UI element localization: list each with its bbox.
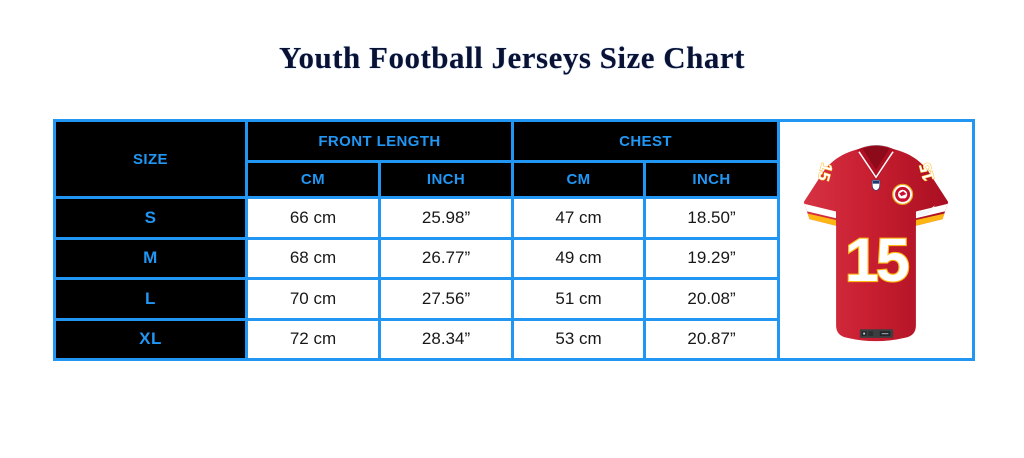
nike-swoosh-icon: [917, 205, 935, 216]
chest-cm-cell: 51 cm: [511, 277, 647, 321]
column-header-front-inch: INCH: [377, 160, 515, 199]
column-header-front-length: FRONT LENGTH: [244, 119, 515, 163]
column-header-front-cm: CM: [245, 160, 381, 199]
front-inch-cell: 27.56”: [377, 277, 515, 321]
column-header-size: SIZE: [53, 119, 248, 199]
chest-inch-cell: 19.29”: [643, 236, 781, 280]
table-header-row-units: CM INCH CM INCH: [55, 160, 781, 199]
nfl-shield-icon: [871, 179, 881, 191]
chiefs-patch-icon: [892, 183, 914, 205]
chest-inch-cell: 18.50”: [643, 196, 781, 240]
size-table: SIZE FRONT LENGTH CHEST CM INCH CM INCH …: [53, 119, 781, 361]
shoulder-number-left: 15: [814, 161, 836, 183]
table-row-s: S 66 cm 25.98” 47 cm 18.50”: [53, 196, 781, 240]
chest-inch-cell: 20.08”: [643, 277, 781, 321]
page-title: Youth Football Jerseys Size Chart: [279, 40, 745, 75]
chest-cm-cell: 53 cm: [511, 317, 647, 361]
size-chart-panel: SIZE FRONT LENGTH CHEST CM INCH CM INCH …: [53, 119, 975, 361]
table-header-row-groups: SIZE FRONT LENGTH CHEST: [53, 119, 781, 199]
front-cm-cell: 68 cm: [245, 236, 381, 280]
column-header-chest-inch: INCH: [643, 160, 781, 199]
football-jersey-illustration: 15 15 15: [803, 145, 949, 342]
table-row-m: M 68 cm 26.77” 49 cm 19.29”: [53, 236, 781, 280]
front-inch-cell: 25.98”: [377, 196, 515, 240]
jersey-product-image: 15 15 15: [780, 119, 975, 361]
chest-cm-cell: 47 cm: [511, 196, 647, 240]
size-cell: XL: [53, 317, 248, 361]
front-cm-cell: 72 cm: [245, 317, 381, 361]
front-inch-cell: 28.34”: [377, 317, 515, 361]
front-cm-cell: 66 cm: [245, 196, 381, 240]
shoulder-number-right: 15: [916, 161, 938, 183]
table-row-xl: XL 72 cm 28.34” 53 cm 20.87”: [53, 317, 781, 361]
chest-cm-cell: 49 cm: [511, 236, 647, 280]
size-cell: M: [53, 236, 248, 280]
jersey-chest-number: 15: [845, 226, 909, 294]
front-cm-cell: 70 cm: [245, 277, 381, 321]
jock-tag: [859, 329, 894, 338]
front-inch-cell: 26.77”: [377, 236, 515, 280]
size-cell: L: [53, 277, 248, 321]
size-cell: S: [53, 196, 248, 240]
column-header-chest-cm: CM: [511, 160, 647, 199]
column-header-chest: CHEST: [511, 119, 781, 163]
v-neck-collar: [857, 145, 895, 181]
table-row-l: L 70 cm 27.56” 51 cm 20.08”: [53, 277, 781, 321]
chest-inch-cell: 20.87”: [643, 317, 781, 361]
